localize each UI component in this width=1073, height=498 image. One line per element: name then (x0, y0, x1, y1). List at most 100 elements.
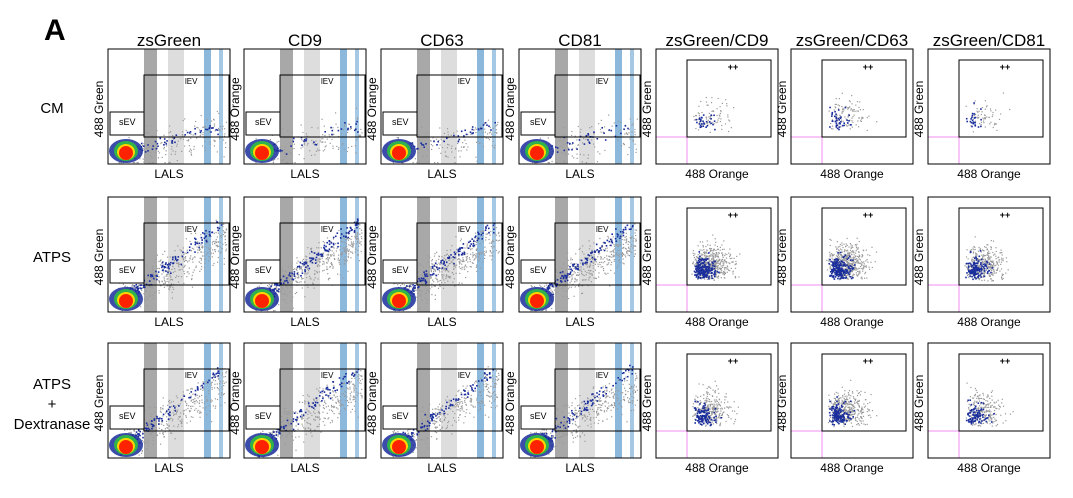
event-dot (492, 251, 493, 252)
event-dot (216, 245, 217, 246)
event-dot (457, 131, 458, 132)
event-dot (331, 139, 332, 140)
event-dot (492, 247, 493, 248)
event-dot (190, 255, 191, 256)
plot-frame (656, 197, 778, 312)
event-dot (189, 250, 191, 252)
event-dot (629, 139, 630, 140)
event-dot (849, 100, 850, 101)
event-dot (845, 107, 847, 109)
event-dot (443, 269, 444, 270)
event-dot (443, 275, 444, 276)
event-dot (473, 240, 475, 242)
event-dot (859, 256, 860, 257)
event-dot (276, 289, 277, 290)
event-dot (307, 247, 308, 248)
density-peak-region (392, 294, 406, 308)
event-dot (720, 262, 721, 263)
event-dot (278, 291, 280, 293)
calibration-band (579, 197, 595, 312)
event-dot (600, 258, 601, 259)
event-dot (311, 127, 312, 128)
event-dot (443, 279, 444, 280)
event-dot (499, 235, 500, 236)
event-dot (430, 276, 431, 277)
event-dot (440, 286, 441, 287)
event-dot (400, 285, 401, 286)
event-dot (734, 258, 735, 259)
event-dot (284, 293, 285, 294)
event-dot (475, 157, 476, 158)
event-dot (293, 148, 294, 149)
event-dot (280, 291, 281, 292)
event-dot (985, 109, 986, 110)
event-dot (563, 296, 564, 297)
event-dot (332, 146, 333, 147)
event-dot (357, 117, 358, 118)
event-dot (339, 249, 340, 250)
event-dot (636, 230, 637, 231)
event-dot (477, 141, 478, 142)
event-dot (274, 288, 276, 290)
event-dot (333, 243, 335, 245)
event-dot (618, 244, 619, 245)
event-dot (565, 152, 566, 153)
event-dot (163, 283, 164, 284)
event-dot (314, 154, 315, 155)
event-dot (596, 259, 597, 260)
event-dot (591, 281, 592, 282)
event-dot (718, 272, 720, 274)
event-dot (711, 275, 713, 277)
event-dot (425, 143, 427, 145)
event-dot (344, 260, 345, 261)
event-dot (553, 292, 554, 293)
event-dot (292, 263, 293, 264)
event-dot (633, 246, 634, 247)
event-dot (593, 131, 595, 133)
event-dot (494, 227, 495, 228)
event-dot (730, 258, 731, 259)
event-dot (632, 131, 633, 132)
event-dot (349, 238, 350, 239)
event-dot (307, 265, 309, 267)
event-dot (571, 274, 572, 275)
event-dot (580, 259, 581, 260)
event-dot (431, 260, 432, 261)
event-dot (340, 237, 342, 239)
event-dot (561, 281, 563, 283)
event-dot (623, 244, 624, 245)
event-dot (444, 265, 446, 267)
event-dot (838, 104, 839, 105)
event-dot (441, 271, 442, 272)
event-dot (290, 275, 292, 277)
event-dot (629, 242, 630, 243)
event-dot (484, 251, 485, 252)
event-dot (565, 269, 566, 270)
event-dot (709, 113, 710, 114)
event-dot (564, 290, 565, 291)
event-dot (481, 129, 482, 130)
event-dot (277, 142, 278, 143)
event-dot (291, 271, 292, 272)
event-dot (708, 252, 710, 254)
event-dot (320, 256, 321, 257)
event-dot (594, 261, 595, 262)
event-dot (302, 263, 304, 265)
event-dot (316, 257, 318, 259)
event-dot (717, 108, 718, 109)
event-dot (304, 264, 306, 266)
event-dot (201, 258, 202, 259)
event-dot (322, 270, 323, 271)
event-dot (482, 261, 483, 262)
event-dot (158, 157, 159, 158)
event-dot (716, 263, 717, 264)
event-dot (698, 112, 699, 113)
event-dot (447, 147, 448, 148)
event-dot (206, 246, 207, 247)
event-dot (167, 275, 168, 276)
event-dot (283, 281, 284, 282)
event-dot (696, 256, 697, 257)
event-dot (564, 162, 565, 163)
event-dot (491, 246, 492, 247)
